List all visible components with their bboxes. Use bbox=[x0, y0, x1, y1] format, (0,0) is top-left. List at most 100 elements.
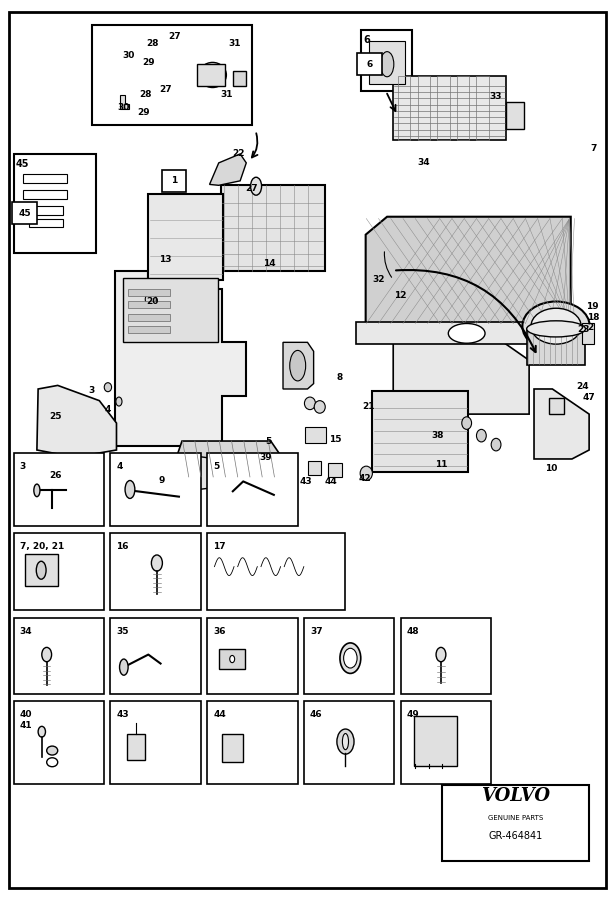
Bar bbox=[207, 453, 298, 526]
Text: 29: 29 bbox=[142, 58, 155, 67]
Ellipse shape bbox=[462, 417, 472, 429]
Bar bbox=[110, 534, 201, 609]
Text: 42: 42 bbox=[359, 474, 371, 483]
Bar bbox=[110, 453, 201, 526]
Bar bbox=[400, 617, 491, 694]
Text: 7: 7 bbox=[591, 144, 597, 153]
Ellipse shape bbox=[199, 62, 226, 87]
Text: 28: 28 bbox=[146, 39, 159, 48]
Text: 15: 15 bbox=[330, 435, 342, 444]
Bar bbox=[582, 322, 594, 344]
Text: 13: 13 bbox=[159, 256, 172, 265]
Text: 20: 20 bbox=[146, 297, 158, 306]
Text: 8: 8 bbox=[336, 373, 343, 382]
Bar bbox=[122, 278, 218, 342]
Bar bbox=[398, 76, 410, 140]
Text: 27: 27 bbox=[168, 32, 181, 40]
Ellipse shape bbox=[343, 734, 349, 750]
Text: 4: 4 bbox=[105, 405, 111, 414]
Ellipse shape bbox=[104, 382, 111, 392]
Bar bbox=[362, 30, 411, 91]
Ellipse shape bbox=[491, 438, 501, 451]
Text: 21: 21 bbox=[362, 402, 375, 411]
Ellipse shape bbox=[38, 726, 46, 737]
Ellipse shape bbox=[337, 729, 354, 754]
Bar bbox=[418, 76, 430, 140]
Text: 45: 45 bbox=[16, 159, 30, 169]
Bar bbox=[29, 219, 63, 228]
Bar bbox=[92, 24, 252, 125]
Bar bbox=[29, 206, 63, 215]
Text: 2: 2 bbox=[587, 322, 593, 331]
Polygon shape bbox=[366, 217, 571, 324]
Text: 33: 33 bbox=[490, 92, 502, 101]
Bar bbox=[162, 170, 186, 192]
Text: 5: 5 bbox=[213, 462, 220, 471]
Polygon shape bbox=[173, 441, 283, 479]
Bar bbox=[207, 701, 298, 784]
Bar bbox=[14, 453, 104, 526]
Text: 3: 3 bbox=[20, 462, 26, 471]
Text: 34: 34 bbox=[418, 158, 430, 167]
Bar bbox=[393, 76, 507, 140]
Text: 9: 9 bbox=[159, 476, 165, 485]
Text: 18: 18 bbox=[587, 312, 599, 321]
Bar bbox=[14, 617, 104, 694]
Bar bbox=[304, 701, 394, 784]
Text: 7, 20, 21: 7, 20, 21 bbox=[20, 543, 64, 552]
Bar bbox=[127, 289, 170, 296]
Bar bbox=[207, 534, 346, 609]
Bar bbox=[12, 202, 37, 224]
Bar bbox=[442, 785, 589, 861]
Ellipse shape bbox=[36, 562, 46, 580]
Polygon shape bbox=[534, 389, 589, 459]
Text: VOLVO: VOLVO bbox=[481, 788, 550, 806]
Text: 48: 48 bbox=[407, 626, 419, 635]
Bar bbox=[127, 313, 170, 320]
Text: 6: 6 bbox=[366, 59, 373, 68]
Text: 38: 38 bbox=[431, 431, 443, 440]
Text: 3: 3 bbox=[89, 386, 95, 395]
Bar bbox=[221, 185, 325, 271]
Bar bbox=[127, 302, 170, 308]
Bar bbox=[457, 76, 469, 140]
Text: 26: 26 bbox=[49, 471, 62, 480]
Bar bbox=[400, 701, 491, 784]
Bar bbox=[369, 40, 405, 84]
Bar bbox=[14, 701, 104, 784]
Bar bbox=[127, 326, 170, 333]
Text: 11: 11 bbox=[435, 460, 447, 469]
Text: 31: 31 bbox=[220, 90, 233, 99]
Text: 43: 43 bbox=[116, 710, 129, 719]
Bar bbox=[14, 534, 104, 609]
Bar bbox=[110, 617, 201, 694]
Ellipse shape bbox=[145, 293, 156, 305]
Ellipse shape bbox=[125, 481, 135, 499]
Text: GENUINE PARTS: GENUINE PARTS bbox=[488, 814, 543, 821]
Bar bbox=[23, 174, 67, 183]
Text: GR-464841: GR-464841 bbox=[488, 831, 543, 841]
Bar bbox=[23, 190, 67, 199]
Ellipse shape bbox=[526, 320, 585, 337]
Text: 25: 25 bbox=[49, 412, 62, 421]
Bar bbox=[14, 154, 97, 253]
Ellipse shape bbox=[42, 647, 52, 662]
Ellipse shape bbox=[47, 758, 58, 767]
Polygon shape bbox=[210, 154, 246, 185]
Text: 45: 45 bbox=[18, 209, 31, 218]
Text: 17: 17 bbox=[213, 543, 226, 552]
Text: 46: 46 bbox=[310, 710, 323, 719]
Text: 19: 19 bbox=[587, 302, 599, 310]
Text: 35: 35 bbox=[116, 626, 129, 635]
Bar bbox=[148, 194, 223, 280]
Text: 44: 44 bbox=[324, 477, 337, 486]
Ellipse shape bbox=[522, 302, 590, 351]
Bar bbox=[328, 463, 342, 477]
Ellipse shape bbox=[290, 350, 306, 381]
Bar bbox=[220, 649, 245, 669]
Bar bbox=[222, 734, 243, 762]
Ellipse shape bbox=[314, 400, 325, 413]
Polygon shape bbox=[121, 455, 228, 491]
Text: 47: 47 bbox=[583, 393, 595, 402]
Text: 27: 27 bbox=[245, 184, 258, 193]
